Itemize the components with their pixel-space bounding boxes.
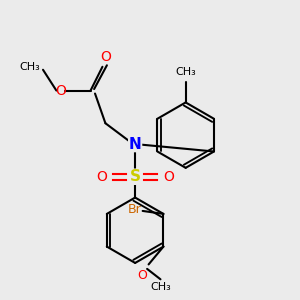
Text: CH₃: CH₃ — [19, 62, 40, 72]
Text: O: O — [137, 269, 147, 282]
Text: O: O — [164, 170, 174, 184]
Text: O: O — [56, 84, 66, 98]
Text: O: O — [100, 50, 111, 64]
Text: S: S — [130, 169, 141, 184]
Text: O: O — [96, 170, 107, 184]
Text: Br: Br — [128, 203, 141, 216]
Text: N: N — [129, 136, 142, 152]
Text: CH₃: CH₃ — [150, 282, 171, 292]
Text: CH₃: CH₃ — [175, 67, 196, 77]
